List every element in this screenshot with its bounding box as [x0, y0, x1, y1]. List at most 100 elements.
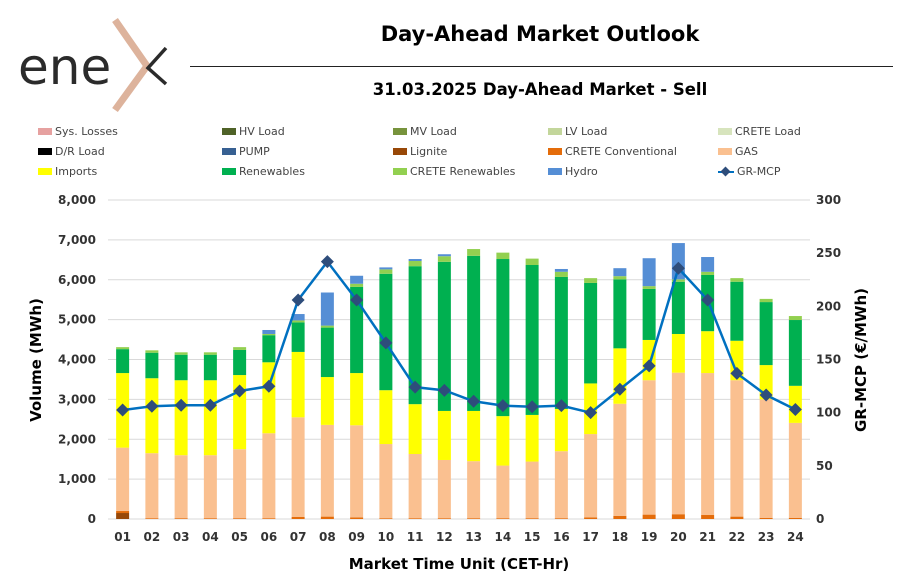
- bar-segment-imports: [291, 351, 305, 418]
- legend-item: D/R Load: [38, 145, 105, 158]
- y-tick-label: 0: [88, 512, 96, 526]
- bar-segment-renewables: [554, 276, 568, 409]
- bar-segment-gas: [320, 424, 334, 517]
- x-tick-label: 11: [407, 530, 424, 544]
- y2-tick-label: 100: [816, 406, 841, 420]
- legend-item: Hydro: [548, 165, 598, 178]
- gr-mcp-marker: [320, 255, 334, 269]
- y2-tick-label: 50: [816, 459, 833, 473]
- x-tick-label: 10: [378, 530, 395, 544]
- bar-segment-gas: [408, 454, 422, 519]
- bar-segment-crete-renewables: [496, 252, 510, 260]
- legend-label: Hydro: [565, 165, 598, 178]
- bar-segment-crete-renewables: [525, 258, 539, 265]
- bar-segment-renewables: [320, 327, 334, 378]
- bar-segment-gas: [554, 451, 568, 519]
- bar-segment-hydro: [408, 259, 422, 262]
- x-tick-label: 20: [670, 530, 687, 544]
- legend-swatch: [548, 168, 562, 175]
- bar-segment-gas: [496, 465, 510, 519]
- bar-segment-hydro: [262, 329, 276, 334]
- bar-segment-imports: [320, 377, 334, 425]
- bar-segment-gas: [379, 444, 393, 519]
- gr-mcp-marker: [379, 336, 393, 350]
- y2-axis-label: GR-MCP (€/MWh): [852, 288, 870, 432]
- y-tick-label: 1,000: [58, 472, 96, 486]
- gr-mcp-marker: [671, 261, 685, 275]
- y2-tick-label: 300: [816, 193, 841, 207]
- legend-swatch: [38, 128, 52, 135]
- bar-segment-crete-renewables: [613, 276, 627, 280]
- x-tick-label: 07: [290, 530, 307, 544]
- legend-item: HV Load: [222, 125, 285, 138]
- chart-legend: Sys. Losses HV Load MV Load LV Load CRETE Lo…: [0, 122, 897, 182]
- bar-segment-crete-renewables: [671, 279, 685, 282]
- legend-item: Renewables: [222, 165, 305, 178]
- x-tick-label: 17: [582, 530, 599, 544]
- bar-segment-crete-renewables: [203, 352, 217, 355]
- bar-segment-crete-conventional: [350, 517, 364, 519]
- bar-segment-crete-conventional: [613, 515, 627, 519]
- bar-segment-renewables: [584, 282, 598, 384]
- bar-segment-renewables: [408, 266, 422, 405]
- legend-swatch: [393, 168, 407, 175]
- bar-segment-gas: [467, 461, 481, 519]
- bar-segment-crete-conventional: [262, 518, 276, 519]
- bar-segment-gas: [525, 461, 539, 519]
- bar-segment-crete-conventional: [642, 514, 656, 519]
- gr-mcp-marker: [262, 379, 276, 393]
- legend-item: Imports: [38, 165, 97, 178]
- y2-tick-label: 150: [816, 353, 841, 367]
- bar-segment-hydro: [554, 268, 568, 272]
- bar-segment-gas: [233, 449, 247, 519]
- bar-segment-crete-renewables: [584, 278, 598, 283]
- bar-segment-imports: [759, 365, 773, 400]
- x-tick-label: 15: [524, 530, 541, 544]
- x-tick-label: 03: [173, 530, 190, 544]
- gr-mcp-marker: [467, 394, 481, 408]
- bar-segment-crete-conventional: [145, 518, 159, 519]
- bar-segment-crete-conventional: [759, 517, 773, 519]
- legend-label: CRETE Renewables: [410, 165, 516, 178]
- bar-segment-renewables: [759, 302, 773, 366]
- bar-segment-renewables: [613, 279, 627, 349]
- x-tick-label: 21: [699, 530, 716, 544]
- bar-segment-imports: [145, 378, 159, 454]
- bar-segment-gas: [642, 380, 656, 515]
- bar-segment-crete-conventional: [730, 516, 744, 519]
- bar-segment-crete-conventional: [525, 518, 539, 519]
- bar-segment-crete-renewables: [145, 350, 159, 353]
- legend-label: HV Load: [239, 125, 285, 138]
- bar-segment-crete-renewables: [642, 286, 656, 289]
- bar-segment-crete-conventional: [671, 514, 685, 519]
- bar-segment-hydro: [291, 314, 305, 321]
- bar-segment-crete-renewables: [320, 325, 334, 328]
- bar-segment-gas: [437, 459, 451, 519]
- bar-segment-crete-conventional: [174, 518, 188, 519]
- bar-segment-hydro: [350, 275, 364, 284]
- x-tick-label: 23: [758, 530, 775, 544]
- svg-text:ene: ene: [18, 38, 111, 96]
- gr-mcp-marker: [584, 406, 598, 420]
- legend-swatch: [718, 128, 732, 135]
- x-tick-label: 04: [202, 530, 219, 544]
- y-tick-label: 8,000: [58, 193, 96, 207]
- x-tick-label: 13: [465, 530, 482, 544]
- legend-swatch: [718, 166, 734, 177]
- x-tick-label: 24: [787, 530, 804, 544]
- legend-item: Lignite: [393, 145, 447, 158]
- legend-label: CRETE Conventional: [565, 145, 677, 158]
- gr-mcp-marker: [116, 403, 130, 417]
- x-tick-label: 02: [144, 530, 161, 544]
- enex-logo: ene: [0, 0, 190, 120]
- bar-segment-renewables: [262, 335, 276, 363]
- bar-segment-crete-conventional: [116, 511, 130, 514]
- legend-item: LV Load: [548, 125, 607, 138]
- y-tick-label: 5,000: [58, 313, 96, 327]
- legend-label: PUMP: [239, 145, 270, 158]
- legend-label: Renewables: [239, 165, 305, 178]
- bar-segment-imports: [379, 390, 393, 445]
- bar-segment-imports: [203, 380, 217, 456]
- x-tick-label: 12: [436, 530, 453, 544]
- legend-item: CRETE Load: [718, 125, 801, 138]
